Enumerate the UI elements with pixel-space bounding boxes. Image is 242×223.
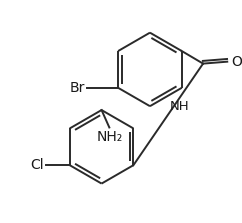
Text: Br: Br xyxy=(70,81,85,95)
Text: NH₂: NH₂ xyxy=(96,130,122,144)
Text: Cl: Cl xyxy=(30,158,44,172)
Text: O: O xyxy=(231,55,242,69)
Text: NH: NH xyxy=(170,100,190,114)
